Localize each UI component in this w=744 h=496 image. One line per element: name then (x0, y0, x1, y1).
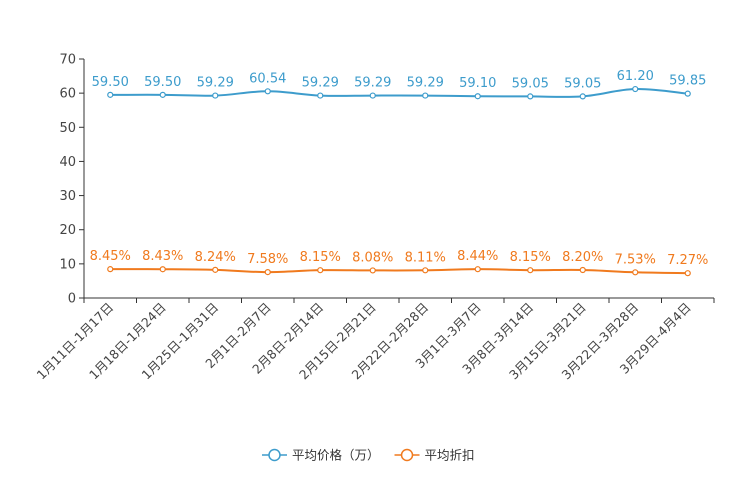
data-point[interactable] (107, 266, 114, 273)
axes: 0102030405060701月11日-1月17日1月18日-1月24日1月2… (33, 53, 715, 382)
legend-marker (400, 448, 414, 462)
data-point[interactable] (317, 267, 324, 274)
data-point[interactable] (264, 269, 271, 276)
legend-marker (268, 448, 281, 462)
y-tick-label: 50 (59, 121, 76, 136)
y-tick-label: 30 (59, 189, 76, 204)
legend-item-2[interactable]: 平均折扣 (394, 448, 475, 463)
data-label: 59.50 (144, 75, 181, 90)
series-line (110, 268, 688, 275)
series-line (110, 88, 688, 98)
data-point[interactable] (632, 269, 639, 276)
data-point[interactable] (422, 267, 429, 274)
data-point[interactable] (632, 85, 639, 93)
y-tick-label: 20 (59, 223, 76, 238)
data-label: 8.45% (90, 249, 131, 264)
y-tick-label: 0 (68, 292, 76, 307)
data-label: 8.24% (195, 250, 236, 265)
data-point[interactable] (579, 266, 586, 274)
data-point[interactable] (684, 270, 691, 277)
data-label: 59.29 (354, 76, 391, 91)
data-label: 59.85 (669, 74, 706, 89)
data-label: 59.29 (302, 76, 339, 91)
legend-label: 平均折扣 (425, 448, 475, 463)
data-point[interactable] (474, 266, 481, 273)
data-point[interactable] (527, 93, 534, 100)
legend[interactable]: 平均价格（万） 平均折扣 (262, 448, 475, 463)
data-point[interactable] (474, 93, 481, 100)
y-tick-label: 60 (59, 87, 76, 102)
series-2: 8.45% 8.43% 8.24% 7.58% 8.15% 8.08% 8.11% 8.44%… (90, 249, 708, 277)
data-label: 7.58% (247, 252, 288, 267)
data-point[interactable] (369, 92, 376, 99)
data-label: 7.27% (667, 253, 708, 268)
data-label: 59.29 (407, 76, 444, 91)
data-point[interactable] (579, 93, 586, 100)
data-point[interactable] (684, 90, 691, 97)
data-point[interactable] (159, 266, 166, 273)
data-label: 59.50 (92, 75, 129, 90)
data-label: 8.15% (510, 250, 551, 265)
series-layer: 59.50 59.50 59.29 60.54 59.29 59.29 59.29 59.10… (90, 69, 708, 277)
data-point[interactable] (212, 266, 219, 273)
data-label: 59.10 (459, 76, 496, 91)
data-label: 60.54 (249, 71, 286, 86)
data-point[interactable] (369, 267, 376, 274)
data-point[interactable] (527, 267, 534, 274)
data-label: 8.44% (457, 249, 498, 264)
data-point[interactable] (107, 91, 114, 98)
data-label: 8.08% (352, 250, 393, 265)
y-tick-label: 70 (59, 53, 76, 68)
data-point[interactable] (159, 91, 166, 98)
data-point[interactable] (212, 92, 219, 99)
data-label: 59.05 (512, 76, 549, 91)
data-point[interactable] (264, 88, 271, 95)
data-point[interactable] (317, 92, 324, 99)
data-label: 8.15% (300, 250, 341, 265)
data-label: 59.29 (197, 76, 234, 91)
data-label: 8.43% (142, 249, 183, 264)
data-label: 7.53% (615, 252, 656, 267)
series-1: 59.50 59.50 59.29 60.54 59.29 59.29 59.29 59.10… (92, 69, 706, 100)
data-point[interactable] (422, 92, 429, 99)
data-label: 8.20% (562, 250, 603, 265)
y-tick-label: 40 (59, 155, 76, 170)
legend-item-1[interactable]: 平均价格（万） (262, 448, 380, 463)
data-label: 8.11% (405, 250, 446, 265)
y-tick-label: 10 (59, 257, 76, 272)
legend-label: 平均价格（万） (292, 448, 380, 463)
data-label: 59.05 (564, 76, 601, 91)
data-label: 61.20 (617, 69, 654, 84)
